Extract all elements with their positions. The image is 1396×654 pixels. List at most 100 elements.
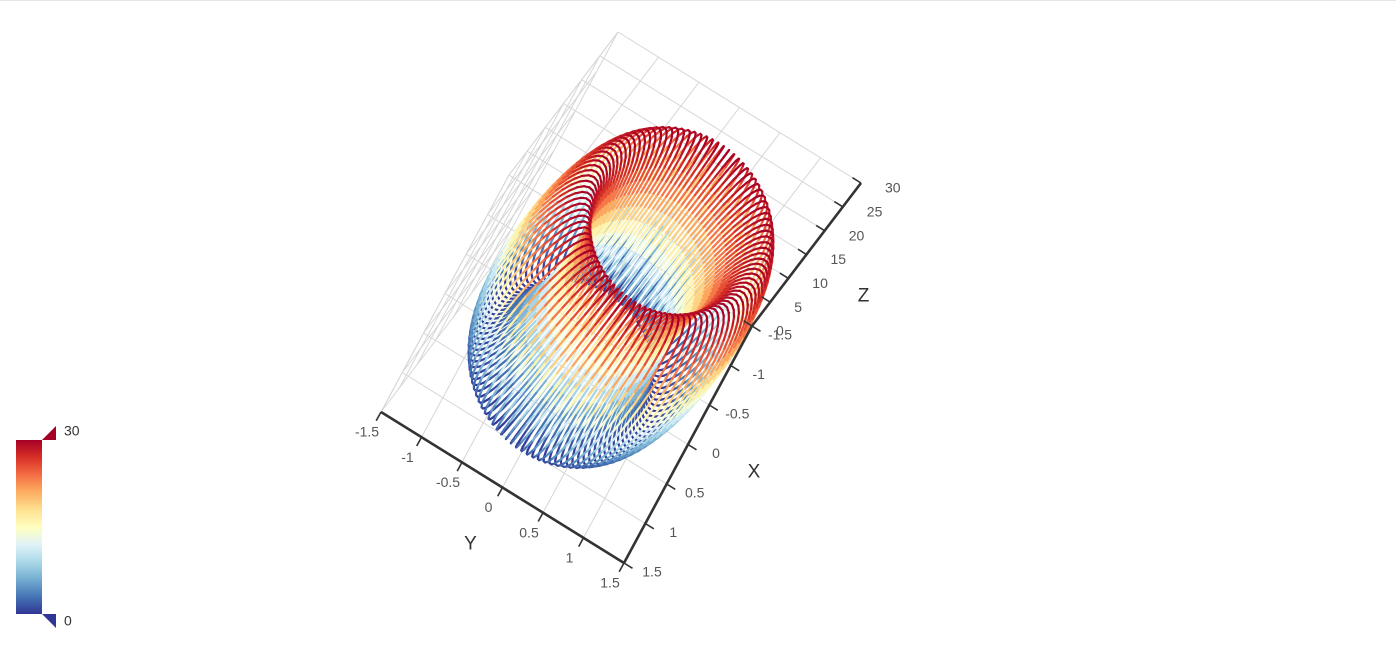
helix-segment bbox=[642, 207, 655, 223]
helix-segment bbox=[625, 410, 631, 423]
helix-segment bbox=[597, 154, 610, 167]
helix-segment bbox=[712, 364, 723, 380]
helix-segment bbox=[605, 256, 617, 268]
helix-segment bbox=[741, 186, 751, 195]
helix-segment bbox=[725, 319, 730, 331]
helix-segment bbox=[660, 259, 673, 274]
helix-segment bbox=[630, 335, 640, 348]
helix-segment bbox=[704, 192, 716, 206]
helix-segment bbox=[492, 273, 504, 288]
helix-segment bbox=[582, 249, 591, 254]
helix-segment bbox=[572, 365, 585, 381]
helix-segment bbox=[589, 223, 602, 239]
helix-segment bbox=[647, 166, 657, 181]
helix-segment bbox=[649, 268, 661, 282]
helix-segment bbox=[756, 257, 765, 261]
helix-segment bbox=[538, 201, 552, 213]
helix-segment bbox=[652, 421, 665, 435]
helix-segment bbox=[552, 235, 565, 245]
series-toroidal-helix[interactable] bbox=[467, 125, 775, 470]
helix-segment bbox=[735, 238, 748, 247]
helix-segment bbox=[608, 188, 617, 203]
helix-segment bbox=[573, 262, 583, 276]
helix-segment bbox=[533, 402, 545, 416]
helix-segment bbox=[755, 260, 765, 274]
helix-segment bbox=[555, 352, 568, 368]
helix-segment bbox=[606, 207, 618, 223]
helix-segment bbox=[505, 231, 517, 246]
helix-segment bbox=[591, 208, 601, 224]
helix-segment bbox=[482, 390, 489, 400]
helix-segment bbox=[622, 143, 627, 152]
helix-segment bbox=[688, 150, 696, 163]
helix-segment bbox=[632, 301, 637, 307]
helix-segment bbox=[562, 395, 574, 411]
helix-segment bbox=[542, 242, 556, 254]
helix-segment bbox=[596, 388, 607, 404]
helix-segment bbox=[648, 378, 660, 395]
helix-segment bbox=[584, 370, 596, 387]
helix-segment bbox=[576, 305, 587, 320]
helix-segment bbox=[580, 462, 589, 469]
helix-segment bbox=[555, 359, 568, 375]
helix-segment bbox=[677, 374, 688, 391]
helix-segment bbox=[574, 293, 586, 305]
helix-segment bbox=[596, 413, 605, 428]
helix-segment bbox=[615, 440, 628, 452]
helix-segment bbox=[655, 335, 668, 349]
helix-segment bbox=[734, 164, 742, 171]
helix-segment bbox=[574, 245, 584, 252]
helix-segment bbox=[649, 146, 655, 158]
helix-segment bbox=[689, 331, 696, 344]
visual-map-min-handle[interactable] bbox=[42, 614, 56, 628]
helix-segment bbox=[551, 188, 564, 198]
helix-segment bbox=[611, 185, 621, 201]
helix-segment bbox=[602, 181, 608, 194]
helix-segment bbox=[719, 216, 732, 229]
helix-segment bbox=[697, 137, 703, 146]
helix-segment bbox=[477, 320, 487, 334]
helix-segment bbox=[657, 341, 666, 355]
helix-segment bbox=[659, 197, 672, 213]
helix-segment bbox=[550, 389, 562, 405]
helix-segment bbox=[592, 457, 603, 465]
visual-map-max-handle[interactable] bbox=[42, 426, 56, 440]
helix-segment bbox=[507, 348, 519, 363]
helix-segment bbox=[599, 318, 610, 331]
helix-segment bbox=[605, 291, 613, 300]
visual-map-color-bar[interactable] bbox=[16, 440, 42, 614]
helix-segment bbox=[644, 178, 655, 194]
helix-segment bbox=[650, 329, 658, 342]
helix-segment bbox=[503, 299, 516, 314]
helix-segment bbox=[558, 453, 568, 462]
helix-segment bbox=[599, 401, 612, 417]
helix-segment bbox=[551, 441, 561, 452]
helix-segment bbox=[467, 343, 472, 353]
visual-map[interactable]: 30 0 bbox=[16, 423, 80, 629]
helix-segment bbox=[520, 418, 530, 430]
helix-segment bbox=[521, 261, 535, 275]
helix-segment bbox=[667, 201, 680, 217]
helix-segment bbox=[531, 243, 545, 256]
helix-segment bbox=[483, 374, 492, 386]
helix-segment bbox=[664, 240, 677, 256]
helix-segment bbox=[624, 391, 636, 407]
helix-segment bbox=[566, 192, 577, 198]
helix-segment bbox=[525, 363, 538, 378]
helix-segment bbox=[727, 203, 739, 215]
helix-segment bbox=[735, 293, 742, 299]
helix-segment bbox=[690, 370, 701, 386]
helix-segment bbox=[513, 235, 527, 249]
helix-segment bbox=[710, 230, 724, 244]
helix-segment bbox=[737, 305, 741, 315]
x-axis-tick-label: -1 bbox=[752, 366, 765, 382]
helix-segment bbox=[507, 373, 518, 387]
helix-segment bbox=[513, 371, 526, 384]
helix-segment bbox=[669, 406, 682, 421]
helix-segment bbox=[698, 169, 709, 182]
helix-segment bbox=[673, 146, 681, 159]
helix-segment bbox=[532, 347, 546, 363]
helix-segment bbox=[614, 349, 627, 364]
helix-segment bbox=[711, 342, 720, 357]
